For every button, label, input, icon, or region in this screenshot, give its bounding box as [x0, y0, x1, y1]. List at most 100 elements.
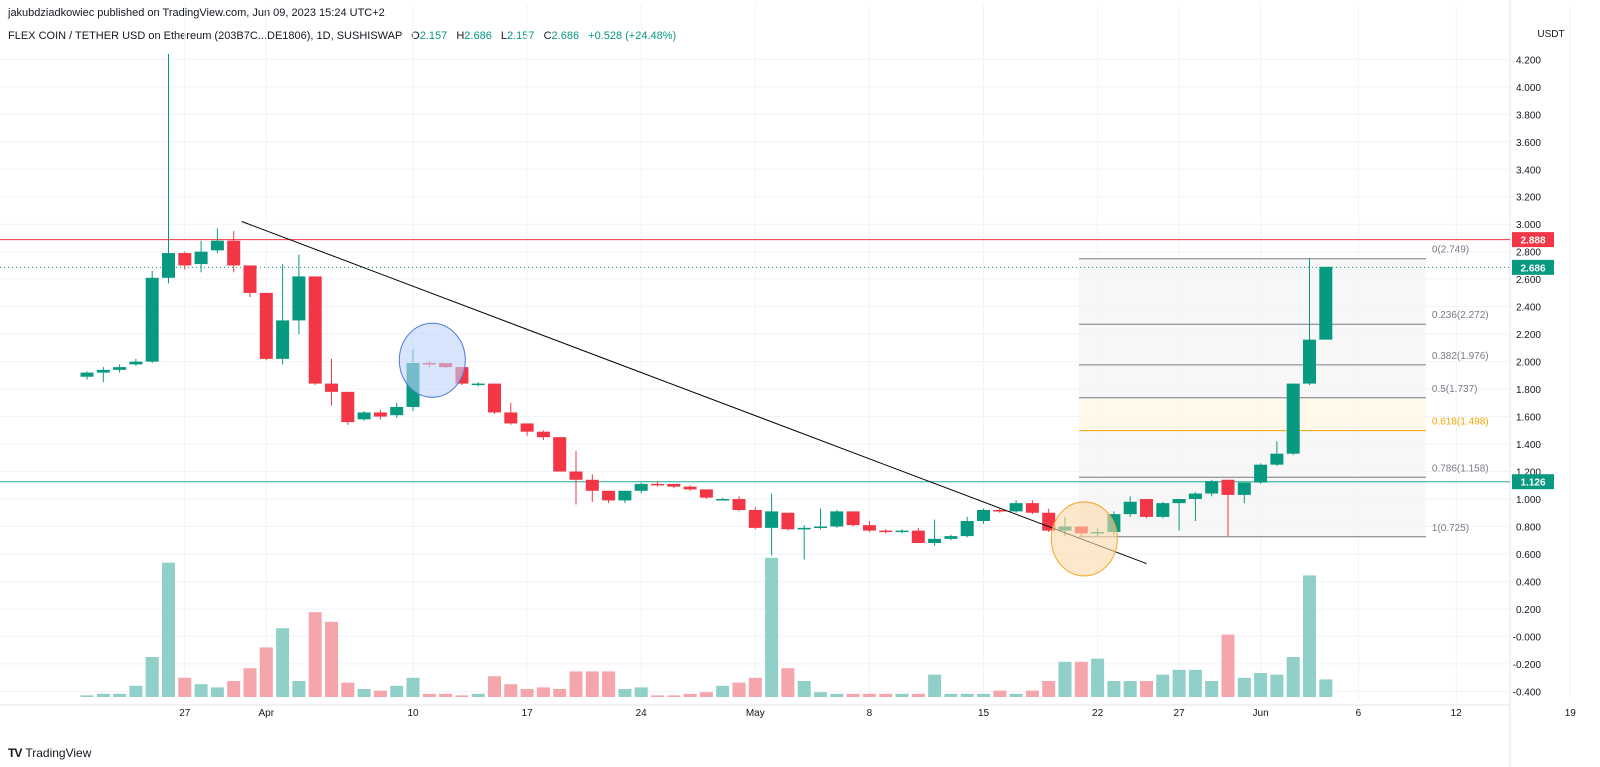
- volume-bar: [553, 689, 567, 697]
- candle-body: [194, 251, 208, 265]
- tradingview-brand: TV TradingView: [8, 746, 91, 760]
- candle-body: [944, 536, 958, 539]
- candle-body: [553, 437, 567, 472]
- volume-bar: [357, 689, 371, 697]
- volume-bar: [1188, 669, 1202, 697]
- volume-bar: [325, 621, 338, 697]
- volume-bar: [569, 671, 583, 697]
- fib-level-label: 0.5(1.737): [1432, 384, 1478, 395]
- price-tick-label: -0.200: [1513, 660, 1542, 671]
- fibonacci-retracement: 0(2.749) 0.236(2.272) 0.382(1.976) 0.5(1.73…: [1079, 245, 1489, 538]
- volume-bars: [80, 557, 1333, 697]
- currency-label: USDT: [1537, 29, 1564, 40]
- candle-body: [928, 538, 942, 543]
- volume-bar: [748, 677, 762, 697]
- candle-body: [977, 510, 990, 522]
- volume-bar: [1237, 677, 1251, 697]
- candle-body: [569, 471, 583, 480]
- candle-body: [862, 525, 876, 531]
- time-tick-label: 27: [179, 708, 191, 719]
- volume-bar: [536, 687, 550, 697]
- highlight-circle: [398, 322, 466, 398]
- candle-body: [716, 499, 730, 501]
- candle-body: [683, 486, 697, 490]
- volume-bar: [471, 693, 485, 697]
- candle-body: [699, 489, 713, 498]
- volume-bar: [618, 689, 632, 697]
- candle-body: [1254, 464, 1268, 483]
- candle-body: [830, 511, 844, 527]
- volume-bar: [1319, 679, 1333, 697]
- candle-body: [895, 530, 909, 533]
- candle-body: [1009, 503, 1023, 512]
- candle-body: [292, 276, 306, 321]
- publisher-line: jakubdziadkowiec published on TradingVie…: [8, 7, 385, 19]
- volume-bar: [1254, 673, 1268, 697]
- price-tick-label: 1.600: [1516, 413, 1541, 424]
- volume-bar: [210, 687, 224, 697]
- symbol-title: FLEX COIN / TETHER USD on Ethereum (203B…: [8, 30, 403, 42]
- candle-body: [471, 383, 485, 386]
- fib-zone: [1079, 324, 1426, 365]
- volume-bar: [1172, 669, 1186, 697]
- volume-bar: [406, 677, 420, 697]
- time-axis: 27 Apr 10 17 24 May 8 15 22 27 Jun 6 12 19: [179, 708, 1576, 719]
- change-value: +0.528 (+24.48%): [588, 30, 677, 42]
- open-key: O: [411, 30, 420, 42]
- volume-bar: [814, 692, 827, 697]
- candle-body: [879, 530, 893, 533]
- fib-level-label: 0.786(1.158): [1432, 463, 1489, 474]
- price-tick-label: 3.200: [1516, 193, 1541, 204]
- volume-bar: [129, 685, 143, 697]
- volume-bar: [113, 693, 127, 697]
- price-tick-label: 2.000: [1516, 358, 1541, 369]
- candle-body: [227, 240, 241, 266]
- volume-bar: [651, 695, 664, 697]
- volume-bar: [1156, 674, 1170, 697]
- brand-name: TradingView: [25, 746, 92, 760]
- support-price-tag-bg: [1512, 474, 1554, 490]
- volume-bar: [911, 693, 925, 697]
- volume-bar: [341, 682, 355, 697]
- fib-zone: [1079, 477, 1426, 537]
- candle-body: [765, 511, 779, 528]
- candle-body: [993, 510, 1007, 512]
- low-value: 2.157: [507, 30, 535, 42]
- volume-bar: [96, 693, 110, 697]
- volume-bar: [585, 671, 599, 697]
- fib-level-label: 0.382(1.976): [1432, 351, 1489, 362]
- candle-body: [276, 320, 290, 359]
- candle-body: [797, 527, 811, 530]
- volume-bar: [862, 693, 876, 697]
- volume-bar: [390, 685, 404, 697]
- time-tick-label: 22: [1092, 708, 1104, 719]
- time-tick-label: 12: [1451, 708, 1463, 719]
- time-tick-label: 6: [1356, 708, 1362, 719]
- candle-body: [781, 512, 795, 530]
- candle-body: [960, 521, 974, 537]
- volume-bar: [292, 681, 306, 697]
- volume-bar: [178, 677, 192, 697]
- candle-body: [536, 431, 550, 438]
- candle-body: [814, 526, 827, 528]
- candle-body: [504, 412, 518, 424]
- price-tick-label: 0.600: [1516, 550, 1541, 561]
- candle-body: [1286, 383, 1300, 454]
- price-tick-label: 0.400: [1516, 577, 1541, 588]
- open-value: 2.157: [419, 30, 448, 42]
- volume-bar: [960, 693, 974, 697]
- volume-bar: [830, 693, 844, 697]
- volume-bar: [1025, 690, 1039, 697]
- time-tick-label: 27: [1174, 708, 1186, 719]
- price-tick-label: 3.400: [1516, 165, 1541, 176]
- volume-bar: [1140, 681, 1153, 697]
- fib-level-label: 0.618(1.498): [1432, 417, 1489, 428]
- volume-bar: [80, 695, 94, 697]
- volume-bar: [846, 693, 860, 697]
- volume-bar: [1123, 681, 1137, 697]
- candle-body: [325, 383, 338, 392]
- price-tick-label: -0.400: [1513, 687, 1542, 698]
- volume-bar: [308, 612, 322, 697]
- candle-body: [1140, 499, 1153, 517]
